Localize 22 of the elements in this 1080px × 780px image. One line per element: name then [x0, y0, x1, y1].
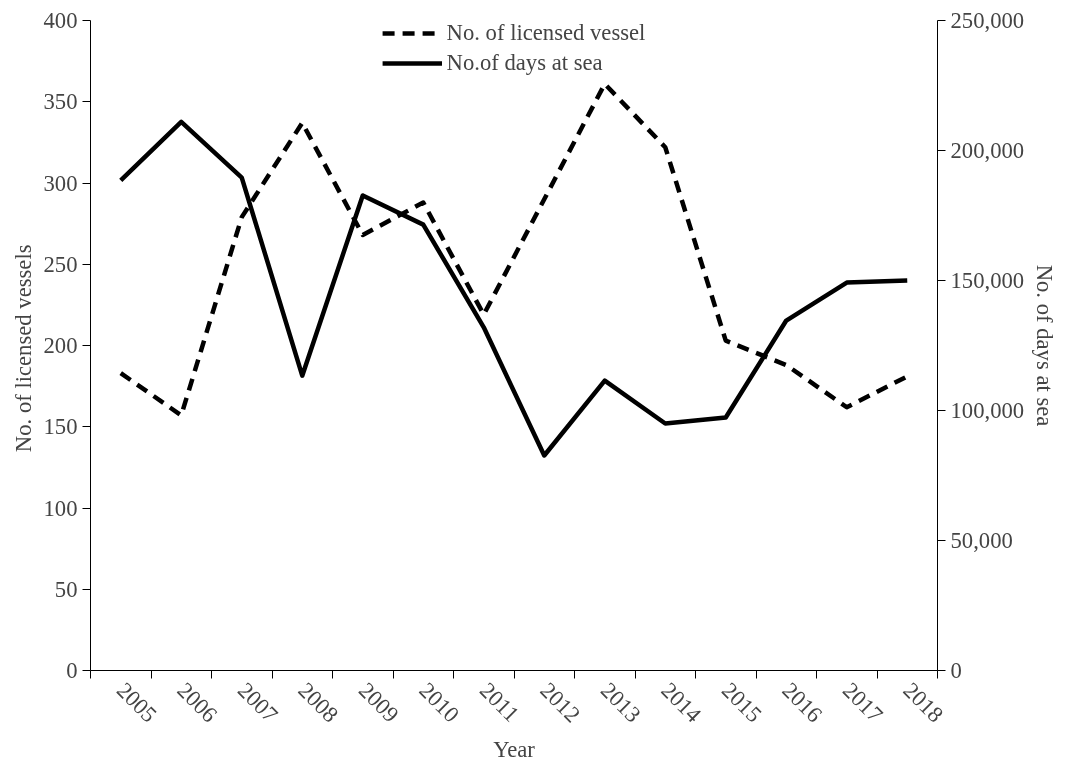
y2-tick-label: 150,000: [950, 268, 1025, 293]
y-tick-label: 50: [54, 576, 78, 602]
y-tick-label: 150: [43, 414, 78, 440]
y-tick-label: 350: [43, 89, 78, 115]
y2-tick-label: 250,000: [950, 8, 1025, 33]
y2-tick-label: 50,000: [950, 528, 1013, 553]
legend-label: No. of licensed vessel: [446, 20, 646, 46]
x-tick-label: 2017: [837, 677, 888, 728]
y-axis-title: No. of licensed vessels: [10, 244, 36, 453]
y2-tick-label: 200,000: [950, 138, 1025, 163]
y-tick-label: 100: [43, 495, 78, 521]
y2-axis-title: No. of days at sea: [1032, 264, 1058, 427]
x-tick-label: 2007: [232, 677, 283, 728]
y-tick-label: 400: [43, 8, 78, 33]
legend-label: No.of days at sea: [446, 50, 603, 76]
y-tick-label: 300: [43, 170, 78, 196]
y-tick-label: 0: [66, 658, 78, 683]
y-tick-label: 250: [43, 251, 78, 277]
y2-tick-label: 0: [950, 658, 962, 683]
x-axis-title: Year: [493, 737, 536, 763]
y-tick-label: 200: [43, 333, 78, 358]
y2-tick-label: 100,000: [950, 398, 1025, 423]
